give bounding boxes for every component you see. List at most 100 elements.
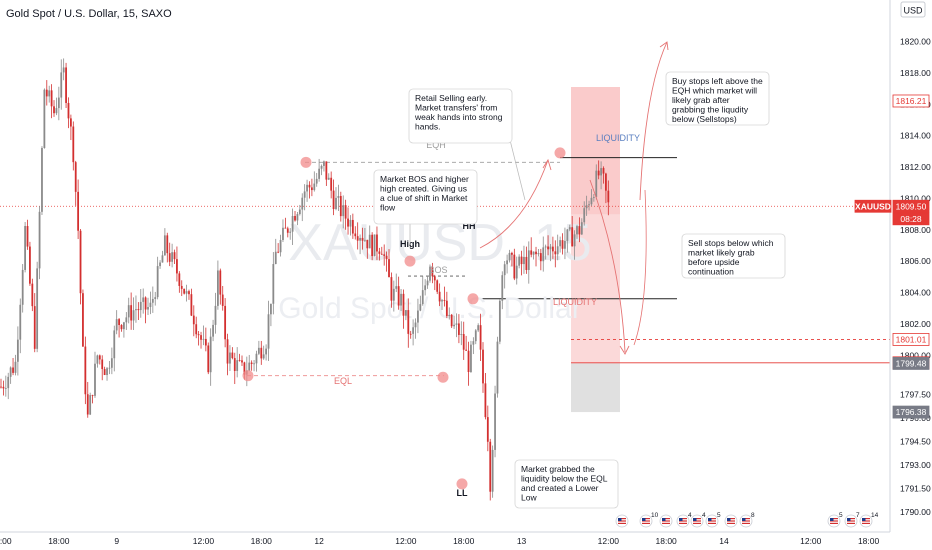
candle-body <box>284 227 287 229</box>
candle <box>376 226 378 261</box>
candle <box>183 288 186 295</box>
event-flag[interactable]: 7 <box>844 512 860 528</box>
candle <box>135 295 137 323</box>
event-flag[interactable]: 5 <box>827 512 843 528</box>
candle-body <box>450 314 453 327</box>
candle <box>462 321 465 360</box>
candle-body <box>354 233 357 237</box>
time-tick-label: 12:00 <box>395 536 417 546</box>
flag-stripe <box>693 522 701 524</box>
watermark-name: Gold Spot / U.S. Dollar <box>278 292 581 325</box>
event-flag[interactable]: 5 <box>705 512 721 528</box>
candle-body <box>580 222 583 235</box>
candle-body <box>48 90 51 97</box>
candle-body <box>209 336 212 373</box>
event-flag[interactable]: 4 <box>690 512 706 528</box>
candle <box>388 249 390 278</box>
candle <box>491 445 494 498</box>
candle-body <box>429 266 431 281</box>
candle <box>597 160 600 180</box>
candle-body <box>445 300 448 317</box>
flag-canton <box>642 518 646 521</box>
candle <box>253 359 255 372</box>
candle-body <box>566 229 569 241</box>
event-flag[interactable]: 4 <box>676 512 692 528</box>
candle-body <box>373 234 376 257</box>
ll-label: LL <box>457 488 468 498</box>
flag-stripe <box>642 520 650 522</box>
candle-body <box>561 240 564 249</box>
flag-canton <box>862 518 866 521</box>
price-tick-label: 1820.00 <box>900 37 931 47</box>
time-tick-label: 18:00 <box>453 536 475 546</box>
candle <box>535 246 537 267</box>
candle <box>366 239 369 259</box>
event-count: 7 <box>856 512 860 519</box>
price-tick-label: 1806.00 <box>900 256 931 266</box>
event-flag[interactable]: 10 <box>639 512 659 528</box>
candle <box>24 222 26 273</box>
candle <box>450 313 453 329</box>
event-flag[interactable]: 14 <box>859 512 879 528</box>
candle <box>561 233 564 255</box>
candle <box>327 173 330 181</box>
candle-body <box>595 170 598 198</box>
candle-body <box>108 367 111 369</box>
candle <box>551 236 554 259</box>
candle <box>29 241 31 286</box>
candle <box>474 329 477 345</box>
candle <box>79 228 82 305</box>
flag-stripe <box>662 522 670 524</box>
candle <box>503 261 506 289</box>
candle <box>127 297 130 324</box>
candle <box>176 246 178 282</box>
candle-body <box>470 344 472 373</box>
note-text: Retail Selling early. <box>415 93 487 103</box>
candle-body <box>530 250 533 255</box>
candle <box>173 249 176 264</box>
event-count: 10 <box>651 512 659 519</box>
candle <box>547 235 549 256</box>
candle-body <box>106 368 108 376</box>
candle <box>50 84 53 119</box>
candle <box>424 279 427 296</box>
event-flag[interactable] <box>615 514 629 528</box>
candle <box>559 236 562 253</box>
arrow-side-curve <box>633 189 647 346</box>
candle-body <box>173 252 176 260</box>
candle-body <box>597 170 600 176</box>
candle-body <box>313 183 316 191</box>
candle <box>270 303 272 327</box>
candle <box>323 160 325 172</box>
candle-body <box>339 196 342 217</box>
candle <box>532 251 535 260</box>
candle-body <box>395 286 398 289</box>
event-flag[interactable] <box>724 514 738 528</box>
candle <box>568 224 571 232</box>
candle <box>498 299 501 345</box>
candle <box>284 217 287 229</box>
candle-body <box>366 239 369 249</box>
candle-body <box>176 259 178 274</box>
candle-body <box>347 218 349 227</box>
candle-body <box>217 270 219 306</box>
hh-label: HH <box>463 221 476 231</box>
event-flag[interactable] <box>659 514 673 528</box>
candle <box>445 291 448 319</box>
candle-body <box>441 300 443 302</box>
candle <box>233 352 236 385</box>
candle <box>241 355 243 366</box>
time-tick-label: 12:00 <box>800 536 822 546</box>
flag-canton <box>708 518 712 521</box>
currency-button[interactable]: USD <box>900 1 926 18</box>
time-tick-label: 12:00 <box>0 536 12 546</box>
event-flag[interactable]: 8 <box>739 512 755 528</box>
candle-body <box>2 386 5 389</box>
candle-body <box>65 67 67 103</box>
candle <box>262 345 265 360</box>
candle <box>479 313 482 361</box>
candle <box>378 247 381 261</box>
